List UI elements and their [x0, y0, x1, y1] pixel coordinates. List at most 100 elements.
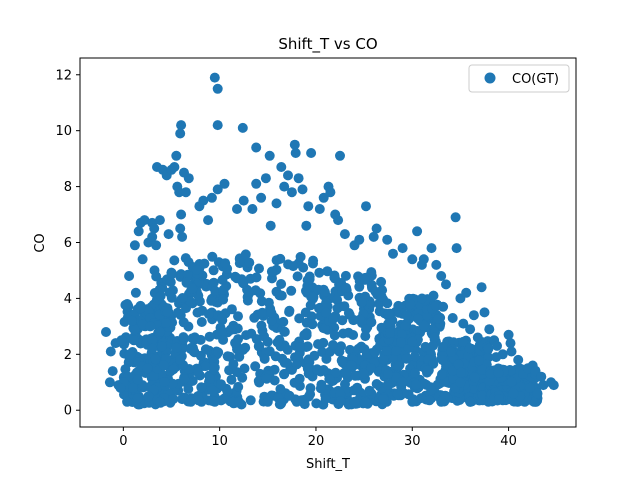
- data-point: [433, 314, 444, 324]
- data-point: [233, 381, 244, 392]
- data-point: [508, 388, 519, 399]
- data-point: [137, 319, 148, 330]
- data-point: [132, 393, 143, 404]
- data-point: [182, 269, 193, 280]
- data-point: [143, 391, 154, 402]
- data-point: [479, 307, 490, 318]
- data-point: [171, 150, 182, 161]
- data-point: [461, 287, 472, 298]
- data-point: [364, 385, 375, 396]
- data-point: [304, 274, 315, 285]
- data-point: [276, 279, 287, 289]
- data-point: [314, 204, 325, 214]
- data-point: [180, 187, 191, 198]
- data-point: [147, 343, 158, 354]
- y-tick-label: 6: [64, 236, 72, 251]
- data-point: [149, 223, 160, 234]
- data-point: [384, 328, 395, 338]
- data-point: [213, 347, 224, 358]
- data-point: [328, 340, 338, 350]
- data-point: [187, 333, 198, 344]
- data-point: [247, 204, 258, 214]
- data-point: [249, 312, 260, 323]
- data-point: [210, 286, 221, 296]
- data-point: [401, 353, 412, 364]
- data-point: [538, 380, 549, 391]
- data-point: [329, 330, 340, 341]
- data-point: [259, 353, 270, 364]
- data-point: [226, 324, 237, 335]
- data-point: [169, 162, 180, 172]
- data-point: [335, 389, 346, 399]
- y-axis-label: CO: [33, 233, 48, 252]
- data-point: [222, 386, 233, 397]
- data-point: [219, 178, 230, 189]
- data-point: [251, 178, 262, 189]
- data-point: [288, 261, 299, 272]
- data-point: [301, 220, 312, 231]
- data-point: [431, 259, 442, 270]
- data-point: [360, 331, 371, 342]
- data-point: [262, 396, 273, 407]
- data-point: [261, 373, 272, 384]
- data-point: [132, 374, 143, 385]
- data-point: [477, 364, 488, 375]
- data-point: [162, 307, 173, 318]
- data-point: [193, 395, 204, 406]
- data-point: [468, 310, 479, 321]
- points-layer: [101, 72, 559, 410]
- data-point: [129, 324, 140, 335]
- data-point: [524, 382, 535, 393]
- data-point: [212, 83, 223, 94]
- data-point: [125, 349, 136, 360]
- data-point: [464, 343, 475, 354]
- data-point: [251, 272, 262, 283]
- data-point: [388, 248, 398, 259]
- data-point: [101, 327, 111, 337]
- data-point: [135, 303, 146, 314]
- data-point: [238, 278, 249, 289]
- data-point: [129, 240, 140, 251]
- data-point: [321, 297, 332, 308]
- data-point: [266, 266, 277, 277]
- y-axis-ticks: 0 2 4 6 8 10 12: [55, 68, 80, 419]
- data-point: [306, 148, 317, 158]
- data-point: [275, 384, 286, 394]
- data-point: [455, 377, 466, 388]
- data-point: [169, 255, 180, 266]
- data-point: [165, 277, 176, 288]
- data-point: [175, 128, 186, 139]
- data-point: [212, 184, 223, 195]
- data-point: [176, 209, 187, 220]
- data-point: [391, 346, 402, 356]
- data-point: [292, 271, 303, 282]
- data-point: [240, 342, 251, 353]
- data-point: [294, 373, 305, 384]
- data-point: [314, 267, 325, 278]
- data-point: [370, 286, 381, 297]
- data-point: [262, 336, 273, 347]
- data-point: [465, 396, 476, 407]
- data-point: [320, 394, 331, 404]
- data-point: [237, 122, 248, 133]
- data-point: [438, 341, 448, 352]
- data-point: [196, 382, 207, 393]
- data-point: [187, 283, 198, 294]
- data-point: [128, 335, 139, 346]
- data-point: [179, 374, 190, 384]
- data-point: [283, 170, 293, 181]
- data-point: [172, 181, 183, 192]
- data-point: [271, 198, 282, 209]
- data-point: [179, 167, 189, 178]
- data-point: [437, 369, 447, 380]
- data-point: [157, 341, 167, 352]
- data-point: [274, 290, 285, 301]
- data-point: [217, 274, 228, 285]
- data-point: [147, 335, 158, 346]
- data-point: [493, 367, 504, 378]
- data-point: [209, 362, 220, 373]
- data-point: [286, 285, 297, 296]
- data-point: [332, 294, 343, 305]
- data-point: [188, 346, 199, 357]
